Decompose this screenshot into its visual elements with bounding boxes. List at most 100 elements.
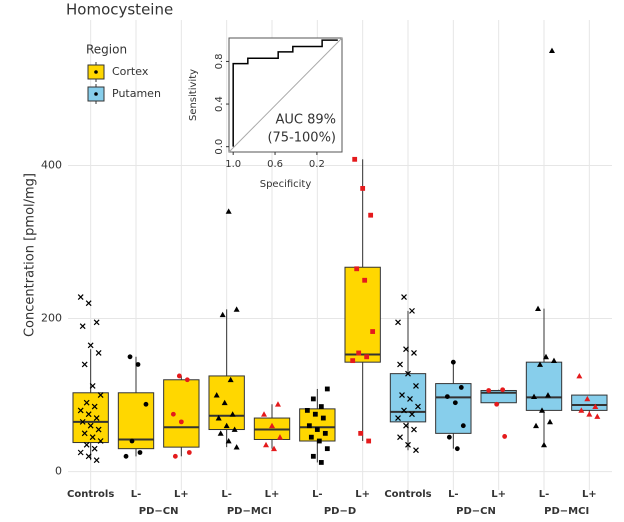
legend-key-dot	[94, 70, 98, 74]
x-tick-label: 0.6	[267, 159, 283, 170]
point	[97, 438, 104, 444]
point	[233, 306, 240, 312]
point	[454, 446, 460, 452]
point	[91, 445, 98, 452]
point	[95, 350, 102, 356]
point	[444, 394, 450, 400]
point	[403, 422, 409, 429]
point	[502, 434, 508, 439]
point	[77, 407, 84, 414]
point	[83, 441, 90, 448]
point	[576, 372, 583, 379]
point	[411, 350, 417, 356]
point	[401, 294, 407, 301]
point	[356, 350, 362, 356]
box	[208, 375, 245, 431]
point	[397, 361, 403, 368]
point	[137, 450, 143, 455]
x-group-label: PD−CN	[456, 506, 496, 517]
point	[354, 266, 360, 272]
point	[399, 392, 405, 399]
point	[233, 444, 240, 450]
x-tick-label: L+	[491, 489, 506, 500]
point	[85, 300, 92, 307]
point	[186, 450, 192, 455]
point	[486, 388, 492, 393]
y-tick-label: 200	[41, 312, 62, 325]
point	[409, 411, 415, 418]
point	[79, 418, 86, 425]
point	[460, 423, 466, 429]
point	[127, 354, 133, 360]
point	[318, 404, 324, 409]
point	[544, 392, 551, 398]
legend-label: Cortex	[112, 65, 149, 78]
point	[542, 353, 549, 360]
point	[304, 407, 310, 413]
point	[395, 319, 401, 326]
y-tick-label: 0.8	[214, 53, 225, 69]
point	[221, 399, 228, 406]
x-tick-label: L-	[221, 489, 232, 500]
point	[83, 399, 90, 406]
point	[350, 358, 356, 364]
point	[308, 434, 314, 440]
point	[135, 362, 141, 367]
legend-key-dot	[94, 92, 98, 96]
point	[223, 422, 230, 429]
point	[358, 430, 364, 436]
point	[535, 305, 542, 311]
point	[352, 156, 358, 162]
point	[231, 426, 238, 432]
point	[362, 277, 368, 283]
point	[550, 357, 557, 364]
point	[360, 186, 366, 191]
point	[370, 329, 376, 334]
point	[322, 430, 328, 436]
point	[312, 411, 318, 417]
chart-title: Homocysteine	[66, 1, 173, 19]
reference-line	[228, 37, 343, 153]
point	[219, 311, 226, 318]
point	[494, 401, 500, 407]
point	[539, 407, 546, 413]
point	[97, 392, 104, 399]
point	[178, 419, 184, 425]
point	[366, 438, 372, 444]
point	[318, 460, 324, 465]
point	[184, 377, 190, 383]
y-tick-label: 0	[55, 465, 62, 478]
x-tick-label: L+	[355, 489, 370, 500]
annotation: AUC 89%	[275, 113, 336, 128]
point	[584, 395, 591, 402]
point	[586, 411, 593, 417]
point	[397, 434, 403, 441]
point	[405, 370, 411, 377]
point	[89, 382, 96, 389]
y-tick-label: 400	[41, 158, 62, 171]
x-tick-label: L+	[265, 489, 280, 500]
point	[79, 323, 86, 330]
legend-title: Region	[86, 43, 127, 57]
point	[87, 422, 94, 429]
point	[324, 386, 330, 392]
point	[364, 354, 370, 360]
point	[274, 401, 281, 407]
point	[89, 434, 96, 441]
point	[225, 438, 232, 444]
point	[270, 445, 277, 452]
x-group-label: PD−D	[324, 506, 356, 517]
point	[306, 423, 312, 429]
point	[176, 373, 182, 379]
point	[446, 434, 452, 440]
point	[320, 415, 326, 421]
point	[415, 403, 421, 410]
box	[525, 361, 563, 411]
point	[403, 346, 409, 353]
point	[578, 407, 585, 413]
point	[533, 422, 540, 429]
x-tick-label: Controls	[67, 489, 114, 500]
point	[95, 426, 102, 433]
point	[458, 385, 464, 390]
